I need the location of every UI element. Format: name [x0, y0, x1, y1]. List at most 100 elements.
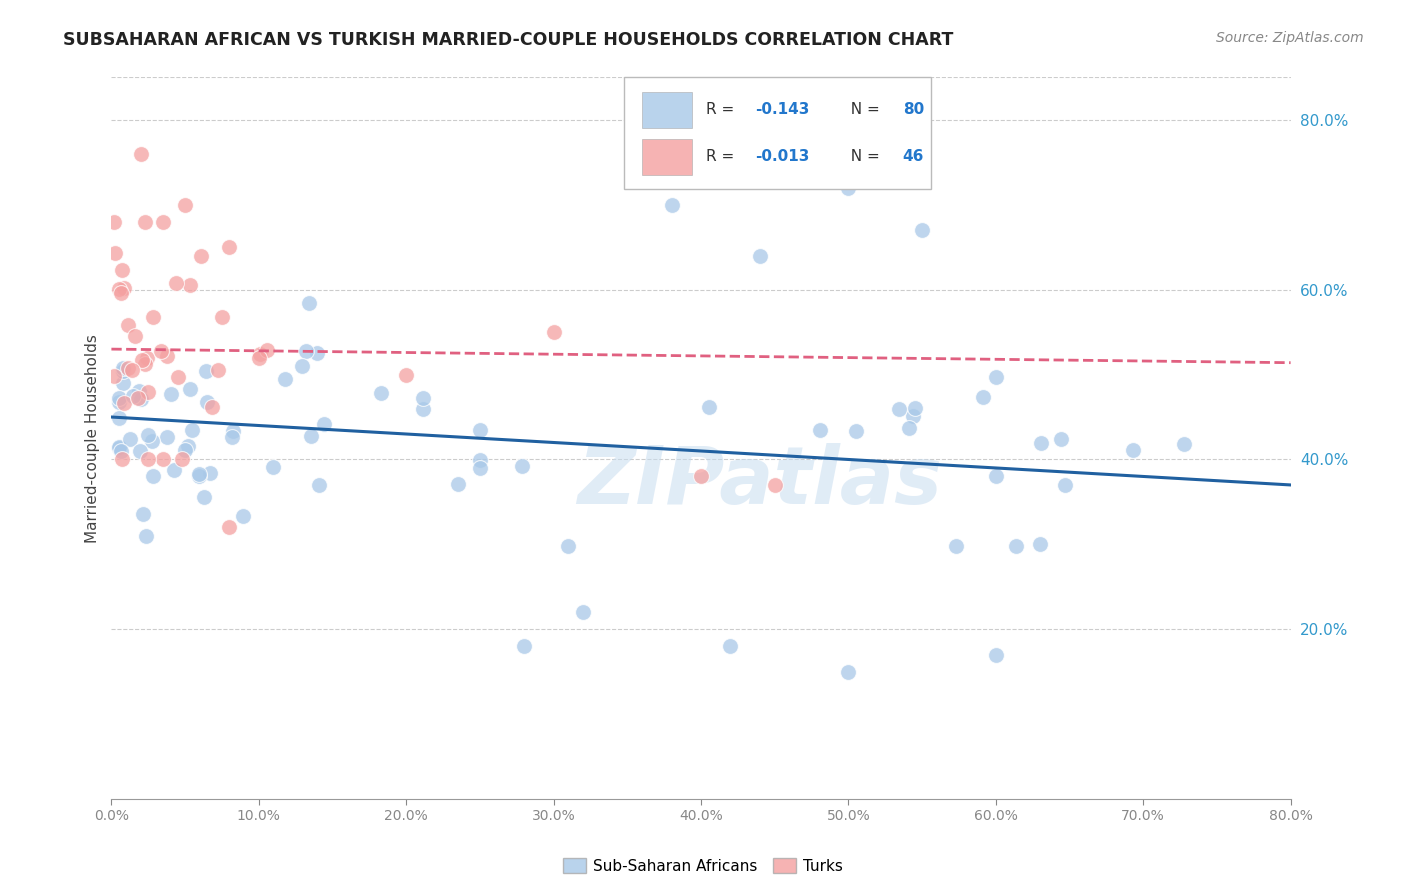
Text: 46: 46 — [903, 149, 924, 164]
Point — [104, 246, 127, 260]
Point — [128, 444, 150, 458]
Point — [984, 469, 1007, 483]
Point — [166, 370, 188, 384]
Point — [447, 477, 470, 491]
Point — [295, 343, 318, 358]
Point — [124, 329, 146, 343]
Point — [152, 215, 174, 229]
Point — [1050, 432, 1073, 446]
Point — [156, 349, 179, 363]
Point — [468, 461, 491, 475]
Point — [218, 240, 240, 254]
Point — [468, 453, 491, 467]
Point — [129, 146, 152, 161]
Point — [984, 648, 1007, 662]
Point — [412, 402, 434, 417]
FancyBboxPatch shape — [643, 139, 692, 175]
Point — [165, 276, 187, 290]
Point — [107, 282, 129, 296]
Point — [290, 359, 312, 374]
Point — [808, 423, 831, 437]
Point — [142, 469, 165, 483]
Point — [177, 439, 200, 453]
Point — [172, 452, 194, 467]
Point — [370, 385, 392, 400]
Point — [1029, 537, 1052, 551]
Point — [468, 423, 491, 437]
Point — [110, 452, 132, 467]
Point — [690, 469, 713, 483]
Point — [112, 281, 135, 295]
Point — [110, 286, 132, 301]
Point — [174, 198, 197, 212]
Point — [198, 466, 221, 480]
Point — [837, 181, 859, 195]
Point — [127, 391, 149, 405]
Text: ZIPatlas: ZIPatlas — [578, 442, 942, 521]
Point — [174, 442, 197, 457]
Point — [984, 369, 1007, 384]
Point — [845, 424, 868, 438]
Point — [312, 417, 335, 432]
Point — [193, 490, 215, 504]
Text: N =: N = — [841, 103, 884, 118]
Text: R =: R = — [706, 103, 738, 118]
Point — [543, 325, 565, 339]
Y-axis label: Married-couple Households: Married-couple Households — [86, 334, 100, 542]
Point — [889, 401, 911, 416]
Point — [699, 401, 721, 415]
Point — [134, 215, 156, 229]
Point — [207, 363, 229, 377]
Point — [195, 394, 218, 409]
Point — [141, 434, 163, 449]
Point — [247, 351, 270, 365]
Text: -0.143: -0.143 — [755, 103, 810, 118]
Point — [256, 343, 278, 357]
Point — [131, 352, 153, 367]
Point — [156, 430, 179, 444]
Point — [107, 410, 129, 425]
Point — [103, 369, 125, 384]
Point — [222, 424, 245, 438]
Legend: Sub-Saharan Africans, Turks: Sub-Saharan Africans, Turks — [557, 852, 849, 880]
Point — [179, 278, 201, 293]
Text: 80: 80 — [903, 103, 924, 118]
Point — [107, 440, 129, 454]
Point — [218, 520, 240, 534]
Point — [135, 529, 157, 543]
Point — [1031, 435, 1053, 450]
Point — [111, 376, 134, 390]
Point — [121, 362, 143, 376]
Point — [513, 639, 536, 653]
Point — [221, 430, 243, 444]
Point — [201, 401, 224, 415]
Point — [112, 360, 135, 375]
Point — [249, 346, 271, 360]
Point — [232, 509, 254, 524]
Point — [132, 507, 155, 521]
Point — [136, 452, 159, 467]
Text: -0.013: -0.013 — [755, 149, 810, 164]
Point — [179, 382, 201, 396]
Point — [307, 346, 329, 360]
Point — [1004, 539, 1026, 553]
Point — [211, 310, 233, 324]
Point — [152, 452, 174, 467]
Point — [972, 391, 994, 405]
Point — [1053, 478, 1076, 492]
Point — [897, 421, 920, 435]
Point — [163, 462, 186, 476]
Point — [190, 249, 212, 263]
Point — [122, 388, 145, 402]
FancyBboxPatch shape — [624, 78, 931, 189]
Point — [720, 639, 742, 653]
Point — [150, 344, 173, 359]
Point — [412, 391, 434, 405]
Point — [135, 351, 157, 365]
Point — [118, 432, 141, 446]
Point — [107, 441, 129, 455]
Point — [837, 665, 859, 679]
Text: Source: ZipAtlas.com: Source: ZipAtlas.com — [1216, 31, 1364, 45]
Point — [298, 296, 321, 310]
Point — [945, 539, 967, 553]
